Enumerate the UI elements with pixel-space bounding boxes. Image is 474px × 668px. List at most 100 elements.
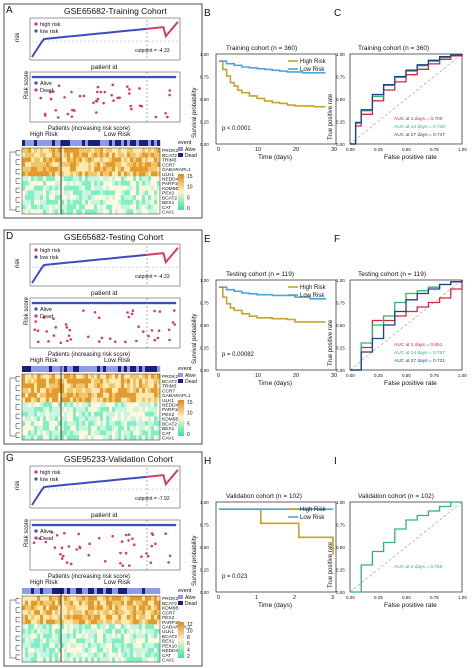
- dead-dot: [37, 340, 40, 344]
- gene-label-3: CCR7: [162, 162, 175, 168]
- heat-cell: [28, 204, 32, 210]
- heat-cell: [67, 605, 71, 611]
- heat-cell: [25, 605, 29, 611]
- heat-cell: [64, 647, 68, 653]
- heat-cell: [130, 638, 134, 644]
- heat-cell: [103, 166, 107, 172]
- heat-cell: [22, 619, 26, 625]
- heat-cell: [124, 402, 128, 408]
- heat-cell: [97, 199, 101, 205]
- heat-cell: [124, 195, 128, 201]
- heat-cell: [130, 171, 134, 177]
- heat-cell: [103, 204, 107, 210]
- heat-cell: [154, 610, 158, 616]
- heat-cell: [118, 162, 122, 168]
- heat-cell: [58, 407, 62, 412]
- alive-dot: [99, 523, 103, 527]
- alive-dot: [87, 301, 90, 305]
- heat-cell: [154, 199, 158, 205]
- heat-cell: [124, 647, 128, 653]
- heat-cell: [25, 209, 29, 215]
- heat-cell: [43, 624, 47, 630]
- heat-cell: [46, 619, 50, 625]
- heat-cell: [100, 411, 104, 417]
- event-dead-swatch: [178, 601, 183, 605]
- heat-cell: [103, 190, 107, 196]
- alive-dot: [163, 523, 166, 527]
- heat-cell: [25, 171, 29, 177]
- heat-cell: [85, 392, 89, 398]
- heat-cell: [109, 166, 113, 172]
- heat-cell: [22, 657, 26, 663]
- heat-cell: [91, 209, 95, 215]
- heat-cell: [22, 383, 26, 389]
- heat-cell: [139, 647, 143, 653]
- legend-alive: Alive: [40, 307, 52, 313]
- heat-cell: [79, 171, 83, 177]
- alive-dot: [120, 75, 123, 79]
- heat-cell: [43, 392, 47, 398]
- heat-cell: [112, 392, 116, 398]
- heat-cell: [127, 435, 131, 441]
- heat-cell: [67, 204, 71, 210]
- alive-dot: [46, 523, 49, 527]
- heat-cell: [34, 619, 38, 625]
- heat-cell: [46, 209, 50, 215]
- heat-cell: [25, 397, 29, 403]
- heat-cell: [121, 162, 125, 168]
- heat-cell: [64, 157, 68, 163]
- heat-cell: [73, 209, 77, 215]
- event-cell: [67, 366, 71, 372]
- heat-cell: [70, 652, 74, 658]
- heat-cell: [52, 392, 56, 398]
- dead-dot: [66, 339, 69, 343]
- dead-dot: [61, 554, 65, 558]
- heat-cell: [49, 416, 53, 422]
- heat-cell: [148, 638, 152, 644]
- heat-cell: [151, 195, 155, 201]
- heat-cell: [133, 166, 137, 172]
- heat-cell: [145, 209, 149, 215]
- heat-cell: [34, 402, 38, 408]
- alive-dot: [101, 523, 105, 527]
- heat-cell: [37, 600, 41, 606]
- heat-cell: [49, 619, 53, 625]
- heat-cell: [145, 638, 149, 644]
- gene-label-7: PARP10: [162, 181, 180, 187]
- heat-cell: [112, 162, 116, 168]
- heat-cell: [76, 199, 80, 205]
- heat-cell: [103, 162, 107, 168]
- dead-dot: [112, 99, 115, 102]
- dead-dot: [132, 543, 136, 547]
- heat-cell: [73, 397, 77, 403]
- heat-cell: [73, 162, 77, 168]
- heat-cell: [58, 638, 62, 644]
- heat-cell: [76, 378, 80, 384]
- heat-cell: [73, 176, 77, 182]
- heat-cell: [49, 633, 53, 639]
- alive-dot: [76, 523, 80, 527]
- heat-cell: [52, 185, 56, 191]
- heat-cell: [106, 374, 110, 379]
- heat-cell: [79, 657, 83, 663]
- heat-cell: [28, 647, 32, 653]
- event-cell: [73, 588, 77, 594]
- heat-cell: [100, 610, 104, 616]
- heat-cell: [133, 152, 137, 158]
- heat-cell: [121, 388, 125, 394]
- alive-dot: [134, 75, 138, 79]
- alive-dot: [130, 301, 134, 305]
- heat-cell: [31, 148, 35, 153]
- heat-cell: [115, 430, 119, 436]
- heat-cell: [94, 624, 98, 630]
- dead-dot: [145, 552, 148, 555]
- heat-cell: [127, 397, 131, 403]
- alive-dot: [41, 75, 45, 79]
- heat-cell: [64, 411, 68, 417]
- heat-cell: [40, 392, 44, 398]
- heat-cell: [142, 374, 146, 379]
- heat-cell: [58, 388, 62, 394]
- heat-cell: [40, 204, 44, 210]
- heat-cell: [43, 378, 47, 384]
